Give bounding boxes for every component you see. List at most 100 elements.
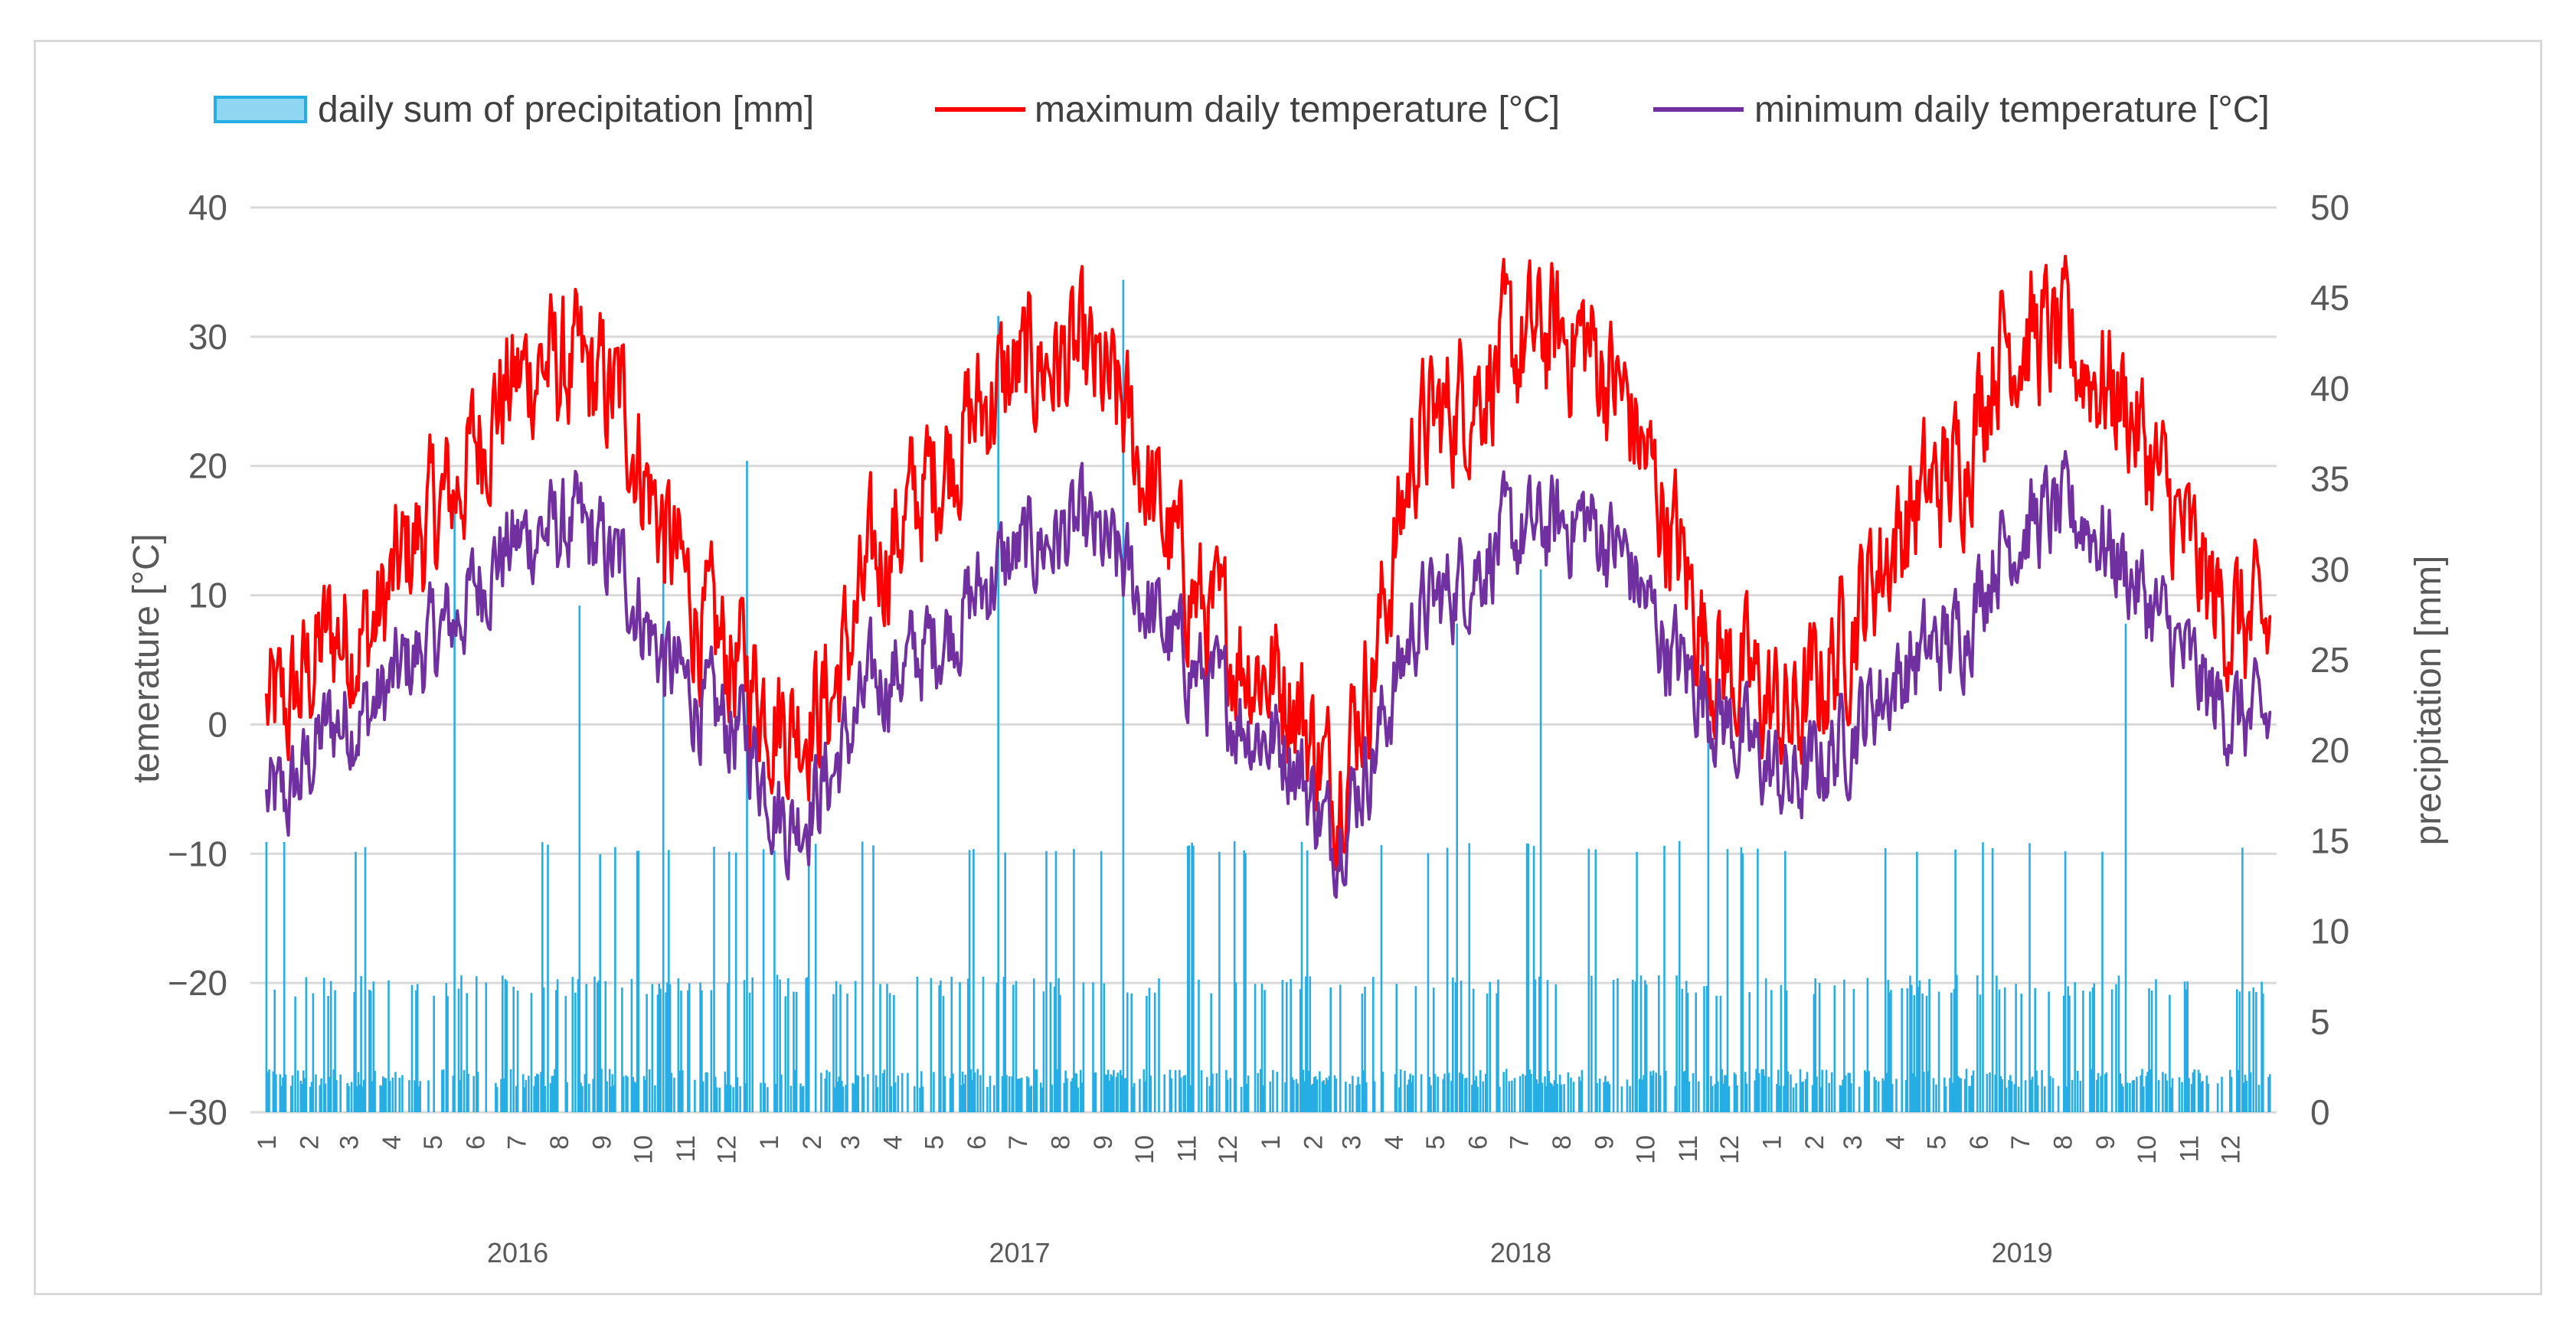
month-label: 6 [461, 1135, 490, 1150]
precipitation-bar [876, 1087, 879, 1112]
precipitation-bar [1045, 850, 1048, 1112]
precipitation-bar [581, 1086, 584, 1112]
precipitation-bar [1398, 1087, 1401, 1112]
precipitation-bar [1312, 1083, 1314, 1112]
precipitation-bar [979, 1075, 982, 1112]
precipitation-bar [1736, 1085, 1738, 1112]
precipitation-bar [795, 991, 798, 1112]
precipitation-bar [710, 990, 713, 1112]
precipitation-bar [1313, 1077, 1316, 1112]
precipitation-bar [305, 977, 308, 1112]
precipitation-bar [566, 1082, 568, 1112]
precipitation-bar [1443, 1073, 1446, 1112]
precipitation-bar [382, 1076, 384, 1112]
precipitation-bar [862, 1077, 865, 1112]
precipitation-bar [410, 984, 414, 1112]
precipitation-bar [1001, 1076, 1004, 1112]
precipitation-bar [1395, 984, 1398, 1112]
precipitation-bar [2181, 1082, 2183, 1112]
precipitation-bar [1608, 1084, 1610, 1112]
precipitation-bar [1979, 994, 1982, 1112]
precipitation-bar [273, 989, 276, 1112]
precipitation-bar [727, 982, 729, 1112]
precipitation-bar [1844, 1075, 1847, 1112]
precipitation-bar [2043, 1086, 2046, 1112]
precipitation-bar [802, 1085, 805, 1112]
year-label: 2016 [487, 1237, 548, 1268]
precipitation-bar [1130, 994, 1133, 1112]
precipitation-bar [1269, 1081, 1272, 1112]
precipitation-bar [1100, 851, 1103, 1112]
precipitation-bar [1741, 853, 1744, 1112]
precipitation-bar [986, 1086, 989, 1112]
month-label: 4 [378, 1135, 407, 1150]
precipitation-bar [1620, 1086, 1623, 1112]
precipitation-bar [1144, 1081, 1146, 1112]
precipitation-bar [1972, 1070, 1975, 1112]
month-label: 7 [1004, 1135, 1033, 1150]
precipitation-bar [1965, 1069, 1968, 1112]
precipitation-bar [678, 1070, 681, 1112]
precipitation-bar [1636, 851, 1638, 1112]
precipitation-bar [1553, 1080, 1556, 1112]
precipitation-bar [1534, 979, 1537, 1112]
precipitation-bar [332, 1069, 335, 1112]
precipitation-bar [585, 984, 587, 1112]
precipitation-bar [625, 1075, 627, 1112]
precipitation-bar [1911, 984, 1913, 1112]
precipitation-bar [2030, 1079, 2032, 1112]
precipitation-bar [820, 1072, 822, 1112]
precipitation-bar [2157, 1080, 2160, 1112]
min-temperature-line [264, 449, 2272, 899]
precipitation-bar [291, 1076, 294, 1112]
precipitation-bar [2197, 1069, 2200, 1112]
precipitation-bar [2188, 1078, 2190, 1112]
precipitation-bar [2017, 1086, 2020, 1112]
precipitation-bar [1545, 1085, 1548, 1112]
precipitation-bar [793, 991, 795, 1112]
precipitation-bar [1018, 1079, 1020, 1112]
precipitation-bar [1070, 1081, 1073, 1112]
precipitation-bar [1394, 1074, 1397, 1112]
precipitation-bar [1958, 1078, 1961, 1112]
precipitation-bar [485, 982, 488, 1112]
left-tick-label: −30 [168, 1092, 227, 1132]
precipitation-bar [1852, 989, 1855, 1112]
precipitation-bar [2051, 1078, 2055, 1112]
precipitation-bar [677, 978, 680, 1112]
precipitation-bar [433, 995, 435, 1112]
precipitation-bar [577, 979, 580, 1112]
precipitation-bar [1726, 849, 1729, 1112]
legend-label-max-temperature: maximum daily temperature [°C] [1035, 90, 1560, 130]
right-tick-label: 15 [2310, 821, 2349, 860]
precipitation-bar [302, 1070, 305, 1112]
precipitation-bar [1921, 993, 1924, 1112]
precipitation-bar [1004, 852, 1006, 1112]
precipitation-bar [1558, 1075, 1561, 1112]
precipitation-bar [2169, 1087, 2172, 1112]
month-label: 8 [545, 1135, 574, 1150]
precipitation-bar [976, 1069, 979, 1112]
precipitation-bar [1233, 841, 1236, 1112]
precipitation-bar [549, 1083, 552, 1112]
precipitation-bar [2257, 1085, 2261, 1112]
left-tick-label: −20 [168, 963, 227, 1003]
precipitation-bar [1049, 982, 1052, 1112]
precipitation-bar [2097, 1072, 2100, 1112]
precipitation-bar [1951, 1082, 1954, 1112]
precipitation-bar [1409, 1073, 1411, 1112]
precipitation-bar [2198, 1072, 2202, 1112]
precipitation-bar [1482, 1081, 1485, 1112]
precipitation-bar [1229, 1078, 1232, 1112]
precipitation-bar [668, 850, 670, 1112]
precipitation-bar [967, 978, 969, 1112]
precipitation-bar [1169, 1069, 1172, 1112]
precipitation-bar [552, 1076, 554, 1112]
precipitation-bar [1976, 975, 1979, 1112]
precipitation-bar [1080, 1069, 1082, 1112]
precipitation-bar [547, 844, 549, 1112]
precipitation-bar [1953, 989, 1956, 1112]
right-tick-label: 40 [2310, 368, 2349, 408]
precipitation-bar [1567, 1072, 1570, 1112]
